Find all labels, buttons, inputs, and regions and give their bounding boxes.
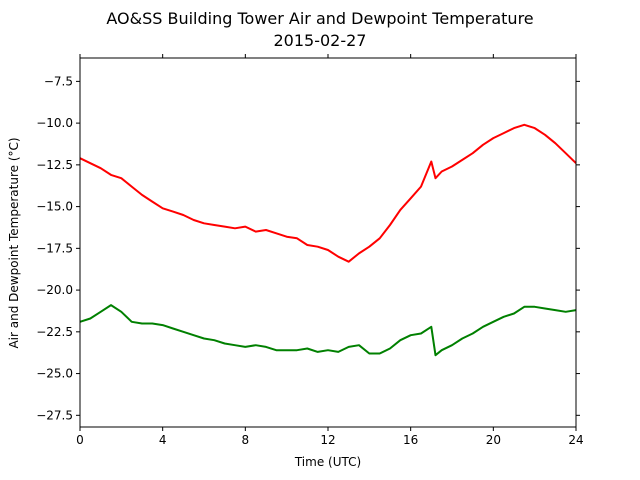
y-tick-label: −17.5 xyxy=(36,241,73,255)
chart-title: AO&SS Building Tower Air and Dewpoint Te… xyxy=(106,9,533,28)
y-tick-label: −20.0 xyxy=(36,283,73,297)
y-tick-label: −12.5 xyxy=(36,158,73,172)
y-axis: −27.5 −25.0 −22.5 −20.0 −17.5 −15.0 −12.5 −10.0… xyxy=(36,74,580,422)
x-axis-label: Time (UTC) xyxy=(294,455,361,469)
y-axis-label: Air and Dewpoint Temperature (°C) xyxy=(7,137,21,348)
x-tick-label: 16 xyxy=(403,433,418,447)
y-tick-label: −27.5 xyxy=(36,408,73,422)
x-tick-label: 4 xyxy=(159,433,167,447)
y-tick-label: −7.5 xyxy=(44,74,73,88)
plot-frame xyxy=(79,57,577,428)
x-tick-label: 8 xyxy=(242,433,250,447)
x-axis: 0 4 8 12 16 20 24 xyxy=(76,54,584,447)
x-tick-label: 0 xyxy=(76,433,84,447)
x-tick-label: 20 xyxy=(486,433,501,447)
y-tick-label: −15.0 xyxy=(36,200,73,214)
y-tick-label: −22.5 xyxy=(36,325,73,339)
y-tick-label: −25.0 xyxy=(36,367,73,381)
series-line-1 xyxy=(79,123,577,263)
x-tick-label: 12 xyxy=(320,433,335,447)
chart-subtitle: 2015-02-27 xyxy=(274,31,367,50)
series-layer xyxy=(79,123,577,357)
series-line-2 xyxy=(79,304,577,357)
x-tick-label: 24 xyxy=(568,433,583,447)
y-tick-label: −10.0 xyxy=(36,116,73,130)
